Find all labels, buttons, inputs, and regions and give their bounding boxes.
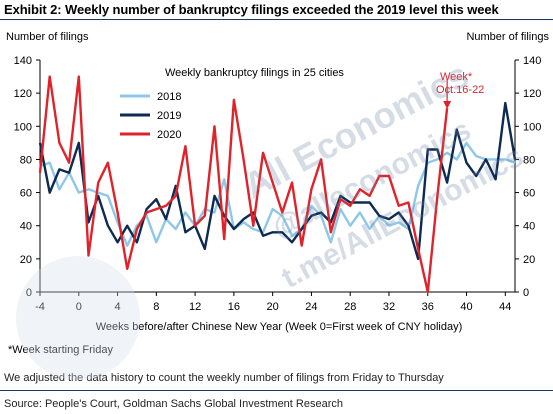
y-tick-label-left: 0: [26, 287, 32, 299]
y-tick-label-left: 60: [20, 188, 32, 200]
x-tick-label: 32: [383, 301, 395, 313]
x-tick-label: -4: [35, 301, 45, 313]
footer-divider: [0, 390, 553, 391]
x-tick-label: 12: [189, 301, 201, 313]
y-tick-label-right: 140: [523, 55, 541, 67]
x-tick-label: 16: [228, 301, 240, 313]
bankruptcy-line-chart: Number of filings Number of filings 0 0 20…: [6, 31, 549, 333]
y-axis-label-right: Number of filings: [466, 31, 549, 43]
y-tick-label-right: 80: [523, 154, 535, 166]
y-tick-label-left: 20: [20, 254, 32, 266]
x-axis-label: Weeks before/after Chinese New Year (Wee…: [96, 321, 463, 333]
chart-subtitle: Weekly bankruptcy filings in 25 cities: [165, 67, 344, 79]
x-tick-label: 36: [422, 301, 434, 313]
series-layer: [38, 75, 517, 294]
y-tick-label-right: 60: [523, 188, 535, 200]
y-tick-label-right: 20: [523, 254, 535, 266]
x-tick-label: 4: [114, 301, 120, 313]
source-note: Source: People's Court, Goldman Sachs Gl…: [4, 398, 343, 410]
y-tick-label-left: 100: [14, 121, 32, 133]
annotation: Week* Oct.16-22: [436, 71, 484, 110]
y-tick-label-left: 40: [20, 221, 32, 233]
y-tick-label-right: 40: [523, 221, 535, 233]
y-tick-label-right: 120: [523, 88, 541, 100]
y-tick-label-left: 80: [20, 154, 32, 166]
adjust-note: We adjusted the data history to count th…: [4, 372, 444, 384]
x-tick-label: 44: [499, 301, 511, 313]
y-axis-label-left: Number of filings: [6, 31, 89, 43]
y-tick-label-right: 100: [523, 121, 541, 133]
y-tick-label-left: 120: [14, 88, 32, 100]
legend-label-2018: 2018: [157, 91, 181, 103]
annotation-arrow-head: [443, 101, 452, 110]
y-tick-label-right: 0: [523, 287, 529, 299]
week-footnote: *Week starting Friday: [8, 344, 113, 356]
x-tick-label: 28: [344, 301, 356, 313]
series-line-2020: [38, 75, 449, 294]
series-line-2019: [38, 101, 517, 261]
x-tick-label: 0: [76, 301, 82, 313]
x-tick-label: 8: [153, 301, 159, 313]
exhibit-title: Exhibit 2: Weekly number of bankruptcy f…: [4, 2, 499, 17]
title-rule: [0, 19, 553, 20]
legend: 2018 2019 2020: [120, 91, 181, 141]
x-tick-label: 24: [305, 301, 317, 313]
annotation-week: Week*: [440, 71, 473, 83]
legend-label-2019: 2019: [157, 110, 181, 122]
x-tick-label: 20: [267, 301, 279, 313]
annotation-date: Oct.16-22: [436, 84, 484, 96]
y-tick-label-left: 140: [14, 55, 32, 67]
legend-label-2020: 2020: [157, 129, 181, 141]
x-tick-label: 40: [460, 301, 472, 313]
